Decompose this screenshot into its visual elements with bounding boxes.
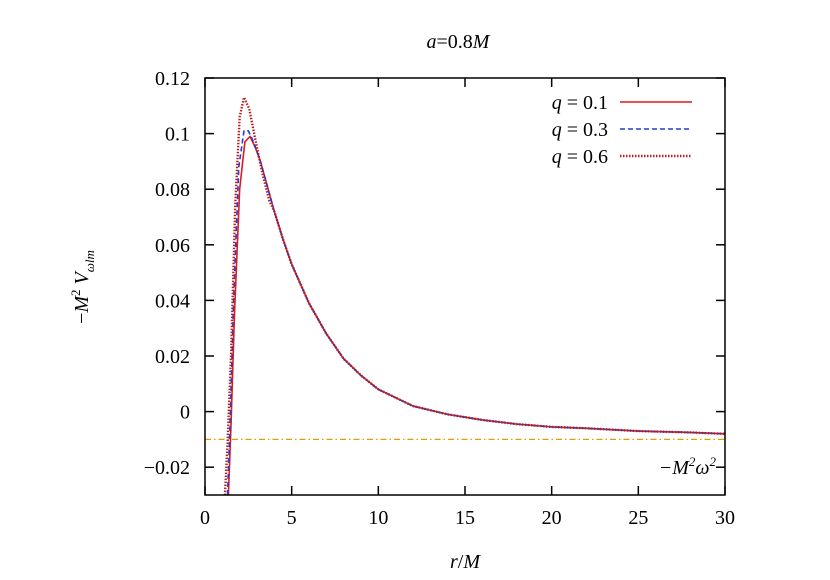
x-tick-label: 30 <box>715 507 735 529</box>
series-line-1 <box>227 135 725 495</box>
legend: q = 0.1 q = 0.3 q = 0.6 <box>552 92 692 168</box>
svg-text:−M2 Vωlm: −M2 Vωlm <box>68 250 97 324</box>
plot-layer <box>205 96 725 495</box>
series-line-3 <box>223 96 725 495</box>
x-tick-label: 5 <box>287 507 297 529</box>
y-tick-label: 0.04 <box>155 290 190 312</box>
reference-line-label: −M2ω2 <box>659 454 717 479</box>
x-tick-label: 20 <box>542 507 562 529</box>
x-tick-label: 15 <box>455 507 475 529</box>
y-tick-label: 0.06 <box>155 235 190 257</box>
y-tick-label: −0.02 <box>144 457 190 479</box>
chart-title: a=0.8M <box>427 31 491 53</box>
series-line-2 <box>226 130 725 495</box>
axis-ticks: 0 5 10 15 20 25 30 −0.02 0 0.02 0.04 0.06 0.08 0.1 0.1… <box>144 68 735 529</box>
svg-text:a=0.8M: a=0.8M <box>427 31 491 53</box>
legend-label-2: q = 0.3 <box>552 119 608 141</box>
y-tick-label: 0.1 <box>165 124 190 146</box>
y-tick-label: 0 <box>180 402 190 424</box>
y-tick-label: 0.02 <box>155 346 190 368</box>
x-tick-label: 25 <box>628 507 648 529</box>
legend-label-1: q = 0.1 <box>552 92 608 114</box>
y-tick-label: 0.12 <box>155 68 190 90</box>
y-axis-title: −M2 Vωlm <box>68 250 97 324</box>
plot-frame <box>204 77 726 496</box>
x-axis-title: r/M <box>450 551 481 573</box>
y-tick-label: 0.08 <box>155 179 190 201</box>
legend-label-3: q = 0.6 <box>552 146 608 168</box>
x-tick-label: 0 <box>200 507 210 529</box>
x-tick-label: 10 <box>368 507 388 529</box>
